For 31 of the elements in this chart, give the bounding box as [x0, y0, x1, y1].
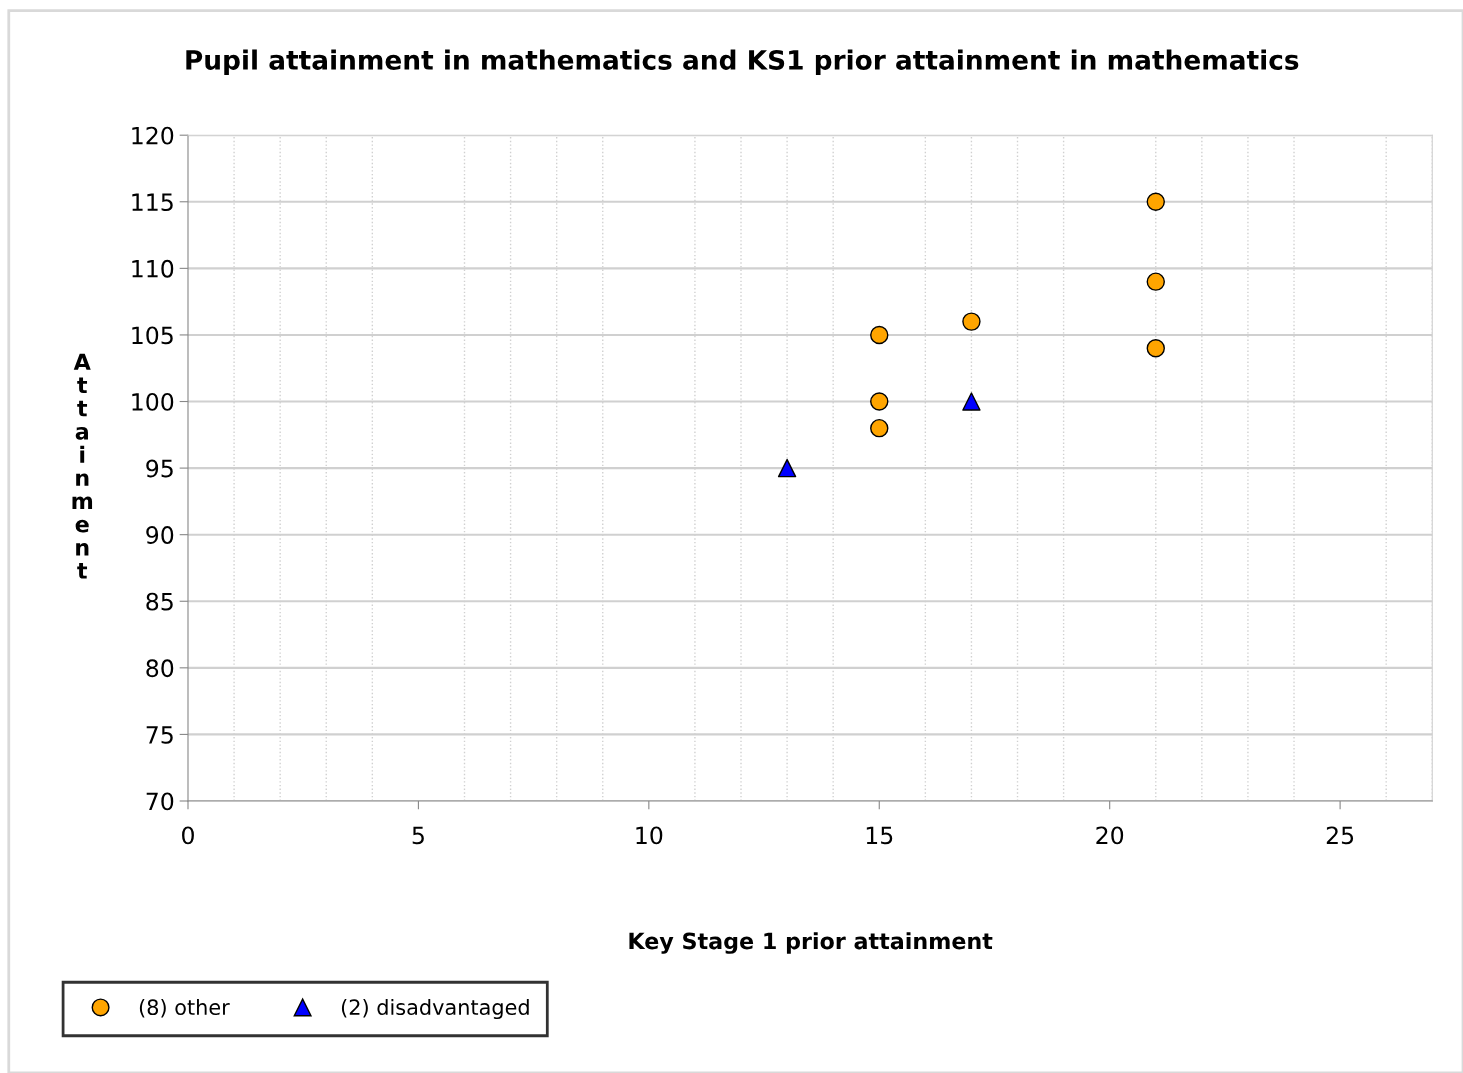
point: [1146, 192, 1165, 211]
y-tick-label: 70: [146, 792, 174, 811]
y-tick-label: 95: [146, 459, 173, 478]
y-tick-label: 105: [132, 326, 173, 345]
x-tick-label: 5: [412, 826, 424, 845]
point: [777, 458, 797, 478]
y-tick-label: 80: [146, 659, 174, 678]
point: [870, 392, 889, 411]
point: [870, 325, 889, 345]
chart-title: Pupil attainment in mathematics and KS1 prior attainment in mathematics: [186, 49, 1299, 75]
point: [1146, 272, 1165, 291]
point: [962, 392, 981, 411]
y-tick-label: 110: [132, 259, 174, 278]
y-tick-label: 115: [132, 193, 173, 212]
legend-label: (8) other: [139, 998, 230, 1018]
y-tick-label: 75: [146, 726, 173, 744]
point: [870, 418, 889, 438]
point: [962, 312, 981, 331]
text: Attainment: [72, 353, 93, 579]
y-tick-label: 85: [146, 592, 173, 611]
x-axis-title: Key Stage 1 prior attainment: [629, 932, 993, 954]
x-tick-label: 10: [636, 826, 663, 845]
legend-label: (2) disadvantaged: [341, 998, 529, 1020]
x-tick-label: 20: [1096, 826, 1124, 845]
y-tick-label: 120: [132, 126, 174, 145]
x-tick-label: 25: [1326, 826, 1354, 845]
y-tick-label: 90: [146, 526, 174, 544]
point: [1146, 339, 1165, 358]
x-tick-label: 0: [182, 826, 194, 845]
y-tick-label: 100: [132, 392, 174, 411]
x-tick-label: 15: [866, 826, 893, 845]
